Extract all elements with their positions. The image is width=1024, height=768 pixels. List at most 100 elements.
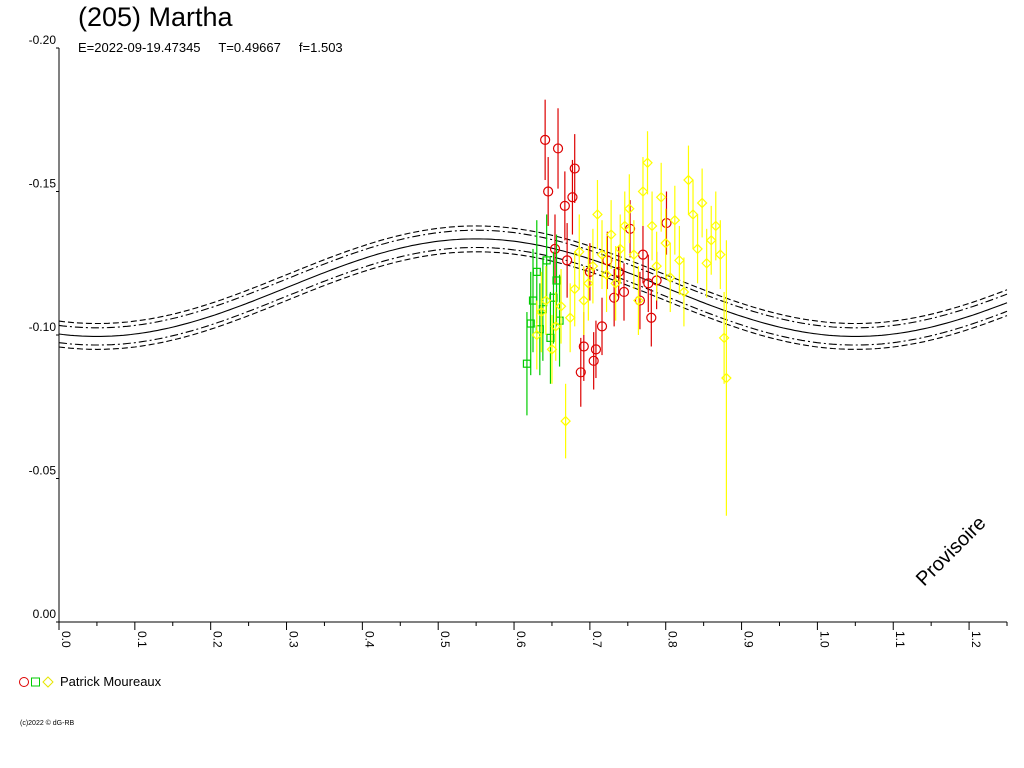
red-circle-point [575, 367, 586, 378]
legend-observer-label: Patrick Moureaux [60, 674, 162, 689]
y-tick-label: -0.05 [29, 464, 57, 478]
yellow-diamond-point [614, 243, 626, 255]
yellow-diamond-point [664, 272, 676, 283]
y-axis-ticks: 0.00 -0.05 -0.10 -0.15 -0.20 [29, 33, 59, 623]
legend-marker-icons [19, 675, 54, 688]
legend: Patrick Moureaux [18, 674, 161, 689]
fit-curve-lower-dashdot [58, 246, 1008, 346]
yellow-diamond-point [555, 300, 567, 312]
yellow-diamond-point [678, 286, 690, 298]
yellow-diamond-point [578, 295, 590, 306]
red-circle-point [646, 312, 657, 323]
red-circle-point [588, 355, 599, 366]
yellow-diamond-point [610, 277, 622, 289]
red-circle-point [559, 200, 570, 211]
yellow-diamond-point [596, 249, 608, 260]
red-circle-point [590, 344, 602, 355]
x-tick-label: 0.9 [742, 631, 756, 648]
yellow-diamond-point [546, 344, 558, 355]
data-points [522, 99, 732, 516]
yellow-diamond-point [569, 283, 581, 295]
yellow-diamond-point [674, 255, 685, 266]
red-circle-point [540, 134, 551, 145]
x-tick-label: 0.1 [135, 631, 149, 648]
y-tick-label: -0.20 [29, 33, 57, 47]
green-square-point [526, 319, 535, 328]
y-tick-label: -0.15 [29, 177, 57, 191]
red-circle-point [569, 163, 580, 174]
page-title: (205) Martha [78, 2, 233, 32]
yellow-diamond-point [651, 260, 662, 272]
yellow-diamond-point [628, 249, 640, 260]
green-square-point [542, 256, 551, 265]
red-circle-point [567, 192, 578, 203]
yellow-diamond-point [619, 220, 631, 232]
yellow-diamond-point [637, 186, 649, 197]
yellow-diamond-point [660, 237, 672, 249]
x-tick-label: 1.1 [893, 631, 907, 648]
yellow-diamond-point [696, 197, 708, 209]
yellow-diamond-point [550, 321, 562, 332]
yellow-diamond-point [642, 157, 653, 169]
green-square-point [532, 267, 541, 276]
yellow-diamond-point [687, 209, 699, 220]
yellow-diamond-point [560, 415, 571, 427]
x-tick-label: 0.0 [59, 631, 73, 648]
yellow-diamond-point [535, 306, 547, 318]
red-circle-point [618, 286, 630, 298]
red-circle-point [613, 266, 624, 277]
x-tick-label: 0.8 [666, 631, 680, 648]
fit-curve-upper-dashed [58, 225, 1008, 325]
yellow-diamond-point [601, 269, 612, 281]
yellow-diamond-point [710, 220, 722, 232]
y-tick-label: 0.00 [33, 607, 57, 621]
yellow-diamond-point [683, 174, 694, 186]
copyright-note: (c)2022 © dG-RB [20, 720, 75, 727]
x-tick-label: 0.7 [590, 631, 604, 648]
x-tick-label: 1.2 [969, 631, 983, 648]
yellow-diamond-point [592, 209, 603, 220]
x-axis-ticks: 0.0 0.1 0.2 0.3 0.4 0.5 0.6 0.7 0.8 0.9 1.0 1.1 1.2 [58, 622, 1008, 648]
yellow-diamond-point [583, 277, 594, 289]
red-circle-point [661, 217, 672, 229]
red-circle-point [562, 255, 573, 266]
ephemeris-subtitle: E=2022-09-19.47345 T=0.49667 f=1.503 [78, 40, 343, 55]
yellow-diamond-point [705, 234, 717, 246]
fit-curve-upper-dashdot [58, 229, 1008, 329]
yellow-diamond-point [718, 332, 730, 344]
legend-red-circle-icon [19, 676, 29, 687]
red-circle-point [596, 321, 608, 332]
yellow-diamond-point [714, 249, 726, 260]
x-tick-label: 0.6 [514, 631, 528, 648]
red-circle-point [543, 186, 554, 197]
x-tick-label: 0.2 [211, 631, 225, 648]
yellow-diamond-point [655, 191, 667, 203]
red-circle-point [634, 295, 646, 306]
yellow-diamond-point [540, 295, 552, 306]
red-circle-point [578, 341, 589, 352]
legend-green-square-icon [31, 677, 40, 686]
y-tick-label: -0.10 [29, 320, 57, 334]
red-circle-point [552, 143, 564, 154]
red-circle-point [549, 243, 561, 254]
legend-yellow-diamond-icon [42, 675, 54, 688]
x-tick-label: 0.4 [362, 631, 376, 648]
yellow-diamond-point [531, 329, 543, 341]
yellow-diamond-point [623, 203, 635, 215]
yellow-diamond-point [633, 295, 644, 306]
x-tick-label: 0.5 [438, 631, 452, 648]
red-circle-point [602, 255, 613, 266]
yellow-diamond-point [646, 220, 658, 232]
fit-curve-mean [58, 238, 1008, 337]
yellow-diamond-point [692, 243, 703, 255]
yellow-diamond-point [573, 246, 585, 258]
x-tick-label: 0.3 [287, 631, 301, 648]
yellow-diamond-point [721, 372, 732, 384]
yellow-diamond-point [669, 214, 681, 226]
x-tick-label: 1.0 [817, 631, 831, 648]
yellow-diamond-point [587, 260, 599, 272]
yellow-diamond-point [701, 257, 713, 269]
yellow-diamond-point [564, 312, 576, 324]
yellow-diamond-point [605, 229, 617, 240]
